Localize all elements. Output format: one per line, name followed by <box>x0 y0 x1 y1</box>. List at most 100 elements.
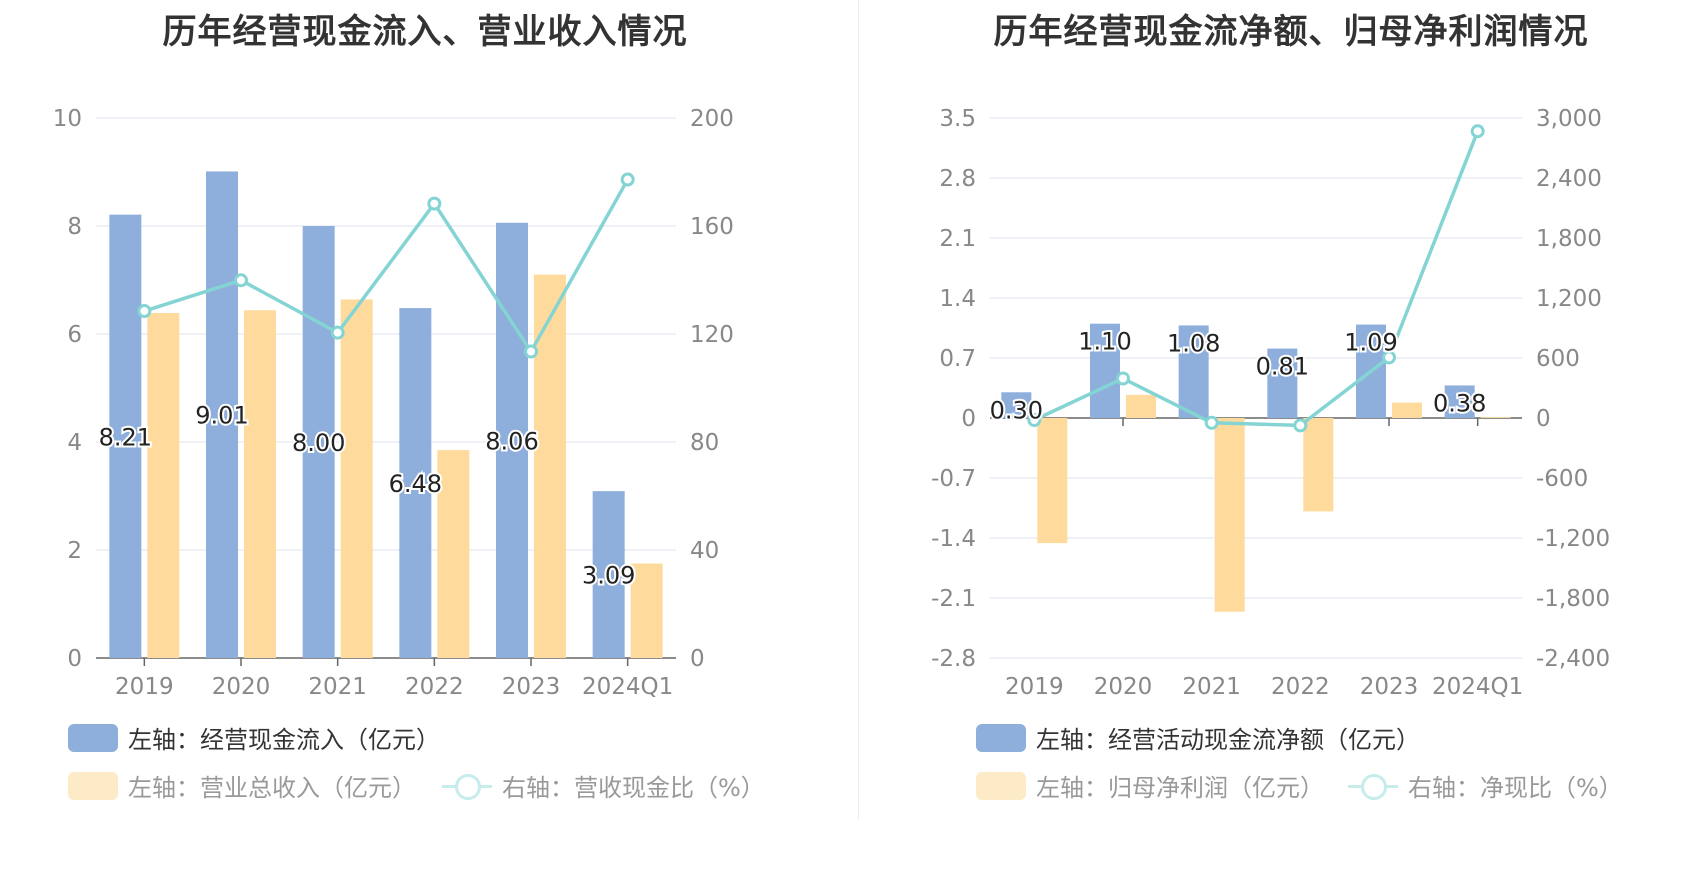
y-left-tick-label: 10 <box>53 106 82 132</box>
bar-series-2 <box>1480 417 1511 418</box>
y-left-tick-label: 0 <box>67 646 82 672</box>
legend-swatch-blue <box>976 723 1026 752</box>
bar-series-2 <box>1037 418 1068 544</box>
legend-label: 左轴：经营现金流入（亿元） <box>128 726 440 754</box>
data-label: 1.10 <box>1078 328 1131 356</box>
data-label: 8.06 <box>485 427 538 455</box>
legend-line-icon <box>442 772 492 800</box>
legend-label: 左轴：经营活动现金流净额（亿元） <box>1036 726 1420 754</box>
legend-swatch-blue <box>68 723 118 752</box>
line-point <box>330 325 345 340</box>
x-tick-label: 2023 <box>502 674 561 700</box>
legend-label: 右轴：营收现金比（%） <box>502 774 765 802</box>
y-left-tick-label: 3.5 <box>939 106 976 132</box>
y-right-tick-label: 3,000 <box>1536 106 1602 132</box>
x-tick-label: 2024Q1 <box>582 674 673 700</box>
line-point <box>427 196 442 211</box>
y-left-tick-label: 2.1 <box>939 226 976 252</box>
bar-series-1 <box>592 491 625 658</box>
legend-item-net-cash[interactable]: 左轴：经营活动现金流净额（亿元） <box>976 720 1420 755</box>
bar-series-2 <box>630 563 663 658</box>
x-tick-label: 2023 <box>1360 674 1419 700</box>
bar-series-2 <box>147 312 180 658</box>
bar-series-2 <box>1214 418 1245 612</box>
y-left-tick-label: 2.8 <box>939 166 976 192</box>
bar-series-2 <box>1392 402 1422 418</box>
y-left-tick-label: -0.7 <box>931 466 976 492</box>
line-point <box>524 344 538 359</box>
legend-label: 左轴：营业总收入（亿元） <box>128 774 416 802</box>
chart-svg-left: 0 0 2 40 4 80 6 120 8 160 10 200 2019 2020 2021 2022 202… <box>53 106 734 700</box>
data-label: 0.30 <box>990 396 1043 424</box>
legend-item-revenue[interactable]: 左轴：营业总收入（亿元） <box>68 768 416 803</box>
bar-series-2 <box>437 450 470 658</box>
x-tick-label: 2020 <box>212 674 271 700</box>
y-left-tick-label: -2.8 <box>931 646 976 672</box>
y-left-tick-label: -2.1 <box>931 586 976 612</box>
legend-item-cash-inflow[interactable]: 左轴：经营现金流入（亿元） <box>68 720 440 755</box>
x-tick-label: 2020 <box>1094 674 1153 700</box>
bar-series-1 <box>206 171 238 658</box>
line-series <box>1033 130 1480 428</box>
y-right-tick-label: 40 <box>690 538 719 564</box>
bar-series-1 <box>496 222 528 658</box>
bar-series-1 <box>1267 348 1298 418</box>
data-label: 8.21 <box>99 423 152 451</box>
legend-item-net-ratio[interactable]: 右轴：净现比（%） <box>1348 768 1623 803</box>
y-left-tick-label: 1.4 <box>939 286 976 312</box>
data-label: 3.09 <box>582 562 635 590</box>
line-point <box>620 172 635 187</box>
legend-swatch-orange <box>976 771 1026 800</box>
bar-series-2 <box>1303 418 1334 512</box>
y-right-tick-label: 600 <box>1536 346 1580 372</box>
bar-series-1 <box>1090 323 1120 418</box>
y-right-tick-label: 2,400 <box>1536 166 1602 192</box>
bar-series-2 <box>534 274 566 658</box>
line-point <box>1116 371 1130 386</box>
y-right-tick-label: 0 <box>1536 406 1551 432</box>
x-tick-label: 2019 <box>1005 674 1064 700</box>
y-left-tick-label: 2 <box>67 538 82 564</box>
data-label: 0.38 <box>1433 389 1486 417</box>
y-right-tick-label: -1,800 <box>1536 586 1610 612</box>
y-right-tick-label: -600 <box>1536 466 1588 492</box>
chart-panel-right: 历年经营现金流净额、归母净利润情况 -2.8 -2,400 -2.1 -1,800 -1… <box>866 0 1700 874</box>
legend-item-net-profit[interactable]: 左轴：归母净利润（亿元） <box>976 768 1324 803</box>
x-tick-label: 2021 <box>1182 674 1241 700</box>
chart-panel-left: 历年经营现金流入、营业收入情况 0 0 2 40 4 80 6 120 8 160 10 200 201… <box>53 12 765 803</box>
data-label: 8.00 <box>292 429 345 457</box>
legend-label: 左轴：归母净利润（亿元） <box>1036 774 1324 802</box>
chart-title: 历年经营现金流净额、归母净利润情况 <box>993 12 1589 52</box>
y-right-tick-label: 120 <box>690 322 734 348</box>
data-label: 1.08 <box>1167 329 1220 357</box>
y-left-tick-label: 0 <box>961 406 976 432</box>
data-label: 9.01 <box>195 402 248 430</box>
y-right-tick-label: 200 <box>690 106 734 132</box>
line-series <box>143 178 630 355</box>
bar-series-1 <box>302 226 335 658</box>
x-tick-label: 2022 <box>405 674 464 700</box>
legend-item-ratio[interactable]: 右轴：营收现金比（%） <box>442 768 765 803</box>
line-point <box>137 304 152 319</box>
y-left-tick-label: 6 <box>67 322 82 348</box>
data-label: 6.48 <box>389 470 442 498</box>
y-right-tick-label: -2,400 <box>1536 646 1610 672</box>
legend-label: 右轴：净现比（%） <box>1408 774 1623 802</box>
y-right-tick-label: 1,200 <box>1536 286 1602 312</box>
x-tick-label: 2024Q1 <box>1432 674 1523 700</box>
bar-series-1 <box>399 308 432 658</box>
line-point <box>1293 418 1308 433</box>
bar-series-2 <box>340 299 373 658</box>
y-right-tick-label: 0 <box>690 646 705 672</box>
y-right-tick-label: 160 <box>690 214 734 240</box>
bar-series-1 <box>109 214 142 658</box>
bar-series-1 <box>1444 385 1475 418</box>
data-label: 0.81 <box>1256 353 1309 381</box>
x-tick-label: 2019 <box>115 674 174 700</box>
y-right-tick-label: 80 <box>690 430 719 456</box>
chart-title: 历年经营现金流入、营业收入情况 <box>162 12 688 52</box>
line-point <box>1470 124 1485 139</box>
y-left-tick-label: 0.7 <box>939 346 976 372</box>
x-tick-label: 2022 <box>1271 674 1330 700</box>
